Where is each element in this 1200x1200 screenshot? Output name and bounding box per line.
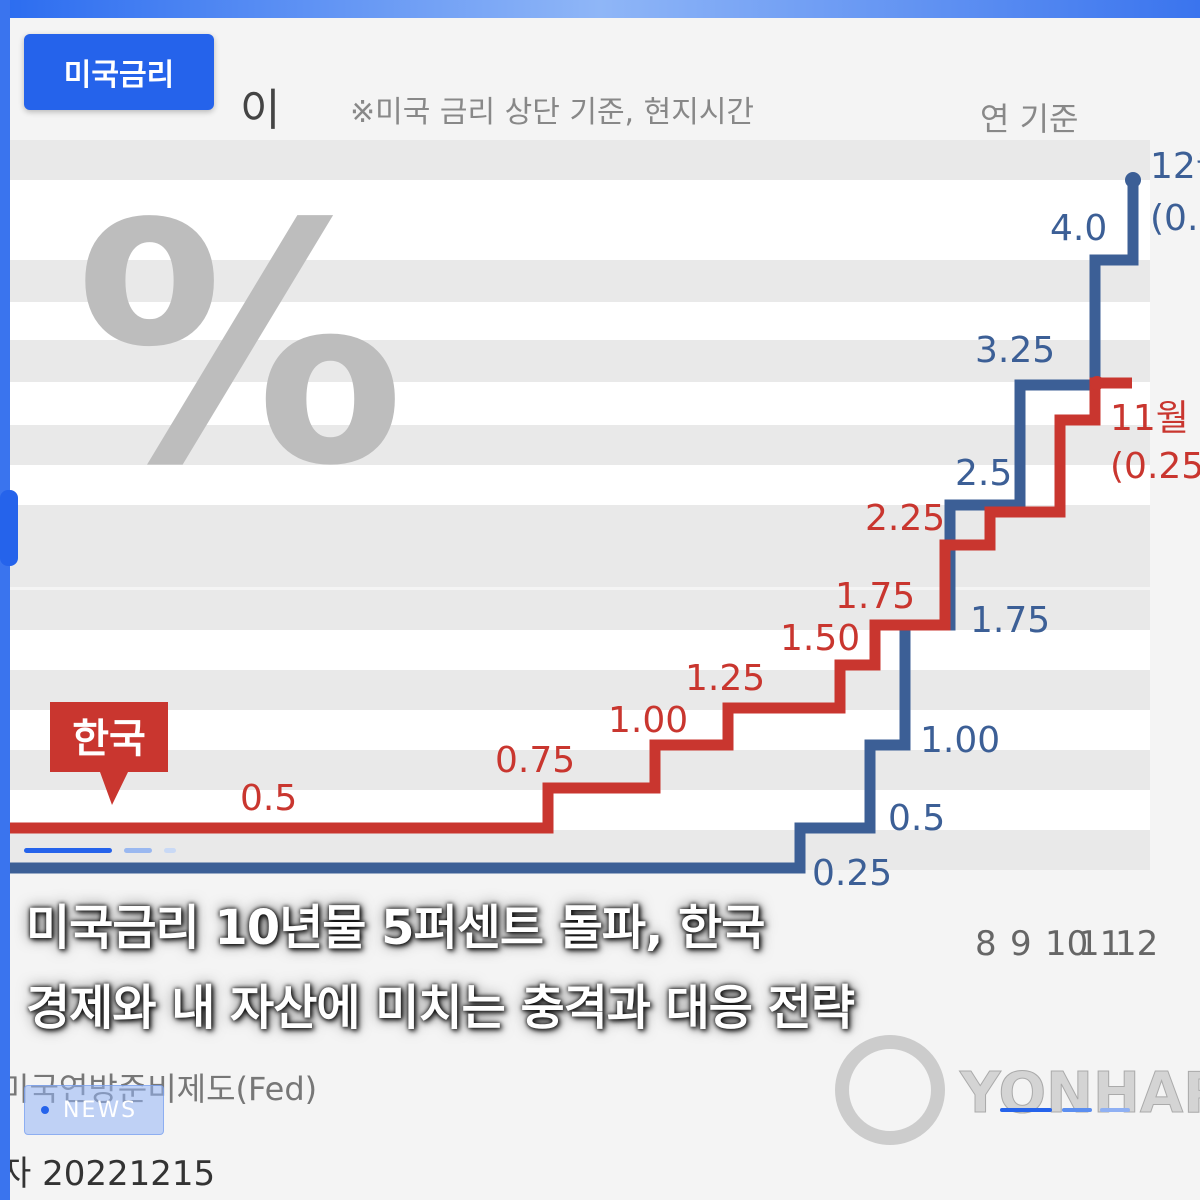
headline-line: 미국금리 10년물 5퍼센트 돌파, 한국 xyxy=(26,900,765,956)
label: 0.5 xyxy=(888,798,945,839)
label: 1.00 xyxy=(608,700,688,741)
title-fragment: 이 xyxy=(240,85,280,136)
x-label: 12 xyxy=(1115,924,1158,964)
pager-dot xyxy=(1000,1108,1052,1112)
white-bands xyxy=(0,180,1150,830)
x-label: 8 xyxy=(975,924,997,964)
label: 11월 2 xyxy=(1110,398,1200,439)
label: 1.25 xyxy=(685,658,765,699)
side-tab xyxy=(0,490,18,566)
label: 1.00 xyxy=(920,720,1000,761)
korea-labels: 11월 2 (0.25 2.25 1.75 1.50 1.25 1.00 0.7… xyxy=(240,398,1200,819)
progress xyxy=(124,848,152,853)
label: 1.50 xyxy=(780,618,860,659)
label: 12월 xyxy=(1150,146,1200,187)
pager-dot xyxy=(1062,1108,1092,1112)
unit: 연 기준 xyxy=(980,100,1079,138)
x-label: 11 xyxy=(1078,924,1121,964)
korea-callout xyxy=(50,702,168,805)
top-border xyxy=(0,0,1200,18)
label: 0.25 xyxy=(812,853,892,894)
label: 2.5 xyxy=(955,453,1012,494)
headline: 미국금리 10년물 5퍼센트 돌파, 한국 경제와 내 자산에 미치는 충격과 … xyxy=(26,888,1176,1048)
watermark: YONHAP xyxy=(959,1061,1200,1126)
note: ※미국 금리 상단 기준, 현지시간 xyxy=(350,95,754,130)
label: 4.0 xyxy=(1050,208,1107,249)
label: 1.75 xyxy=(835,576,915,617)
left-border xyxy=(0,0,10,1200)
percent-symbol: % xyxy=(75,154,406,538)
x-label: 9 xyxy=(1010,924,1032,964)
x-label: 10 xyxy=(1045,924,1088,964)
progress xyxy=(164,848,176,853)
label: (0.5 xyxy=(1150,198,1200,239)
label: 2.25 xyxy=(865,498,945,539)
category-badge[interactable]: 미국금리 xyxy=(24,34,214,110)
progress-active xyxy=(24,848,112,853)
korea-name: 한국 xyxy=(72,716,146,762)
label: 0.75 xyxy=(495,740,575,781)
tag-dot xyxy=(41,1106,49,1114)
label: 1.75 xyxy=(970,600,1050,641)
headline-line: 경제와 내 자산에 미치는 충격과 대응 전략 xyxy=(26,980,855,1036)
tag-text: NEWS xyxy=(63,1097,138,1123)
label: 0.5 xyxy=(240,778,297,819)
label: (0.25 xyxy=(1110,446,1200,487)
news-tag[interactable]: NEWS xyxy=(24,1085,164,1135)
x-labels: 8 9 10 11 12 xyxy=(975,924,1158,964)
pager-dot xyxy=(1100,1108,1130,1112)
date: 자 20221215 xyxy=(0,1154,215,1194)
korea-end-dot xyxy=(1090,376,1104,390)
label: 3.25 xyxy=(975,330,1055,371)
watermark-logo xyxy=(835,1035,945,1145)
us-end-dot xyxy=(1125,172,1141,188)
us-labels: 12월 (0.5 4.0 3.25 2.5 1.75 1.00 0.5 0.25 xyxy=(812,146,1200,894)
korea-rate-line xyxy=(0,377,1132,834)
